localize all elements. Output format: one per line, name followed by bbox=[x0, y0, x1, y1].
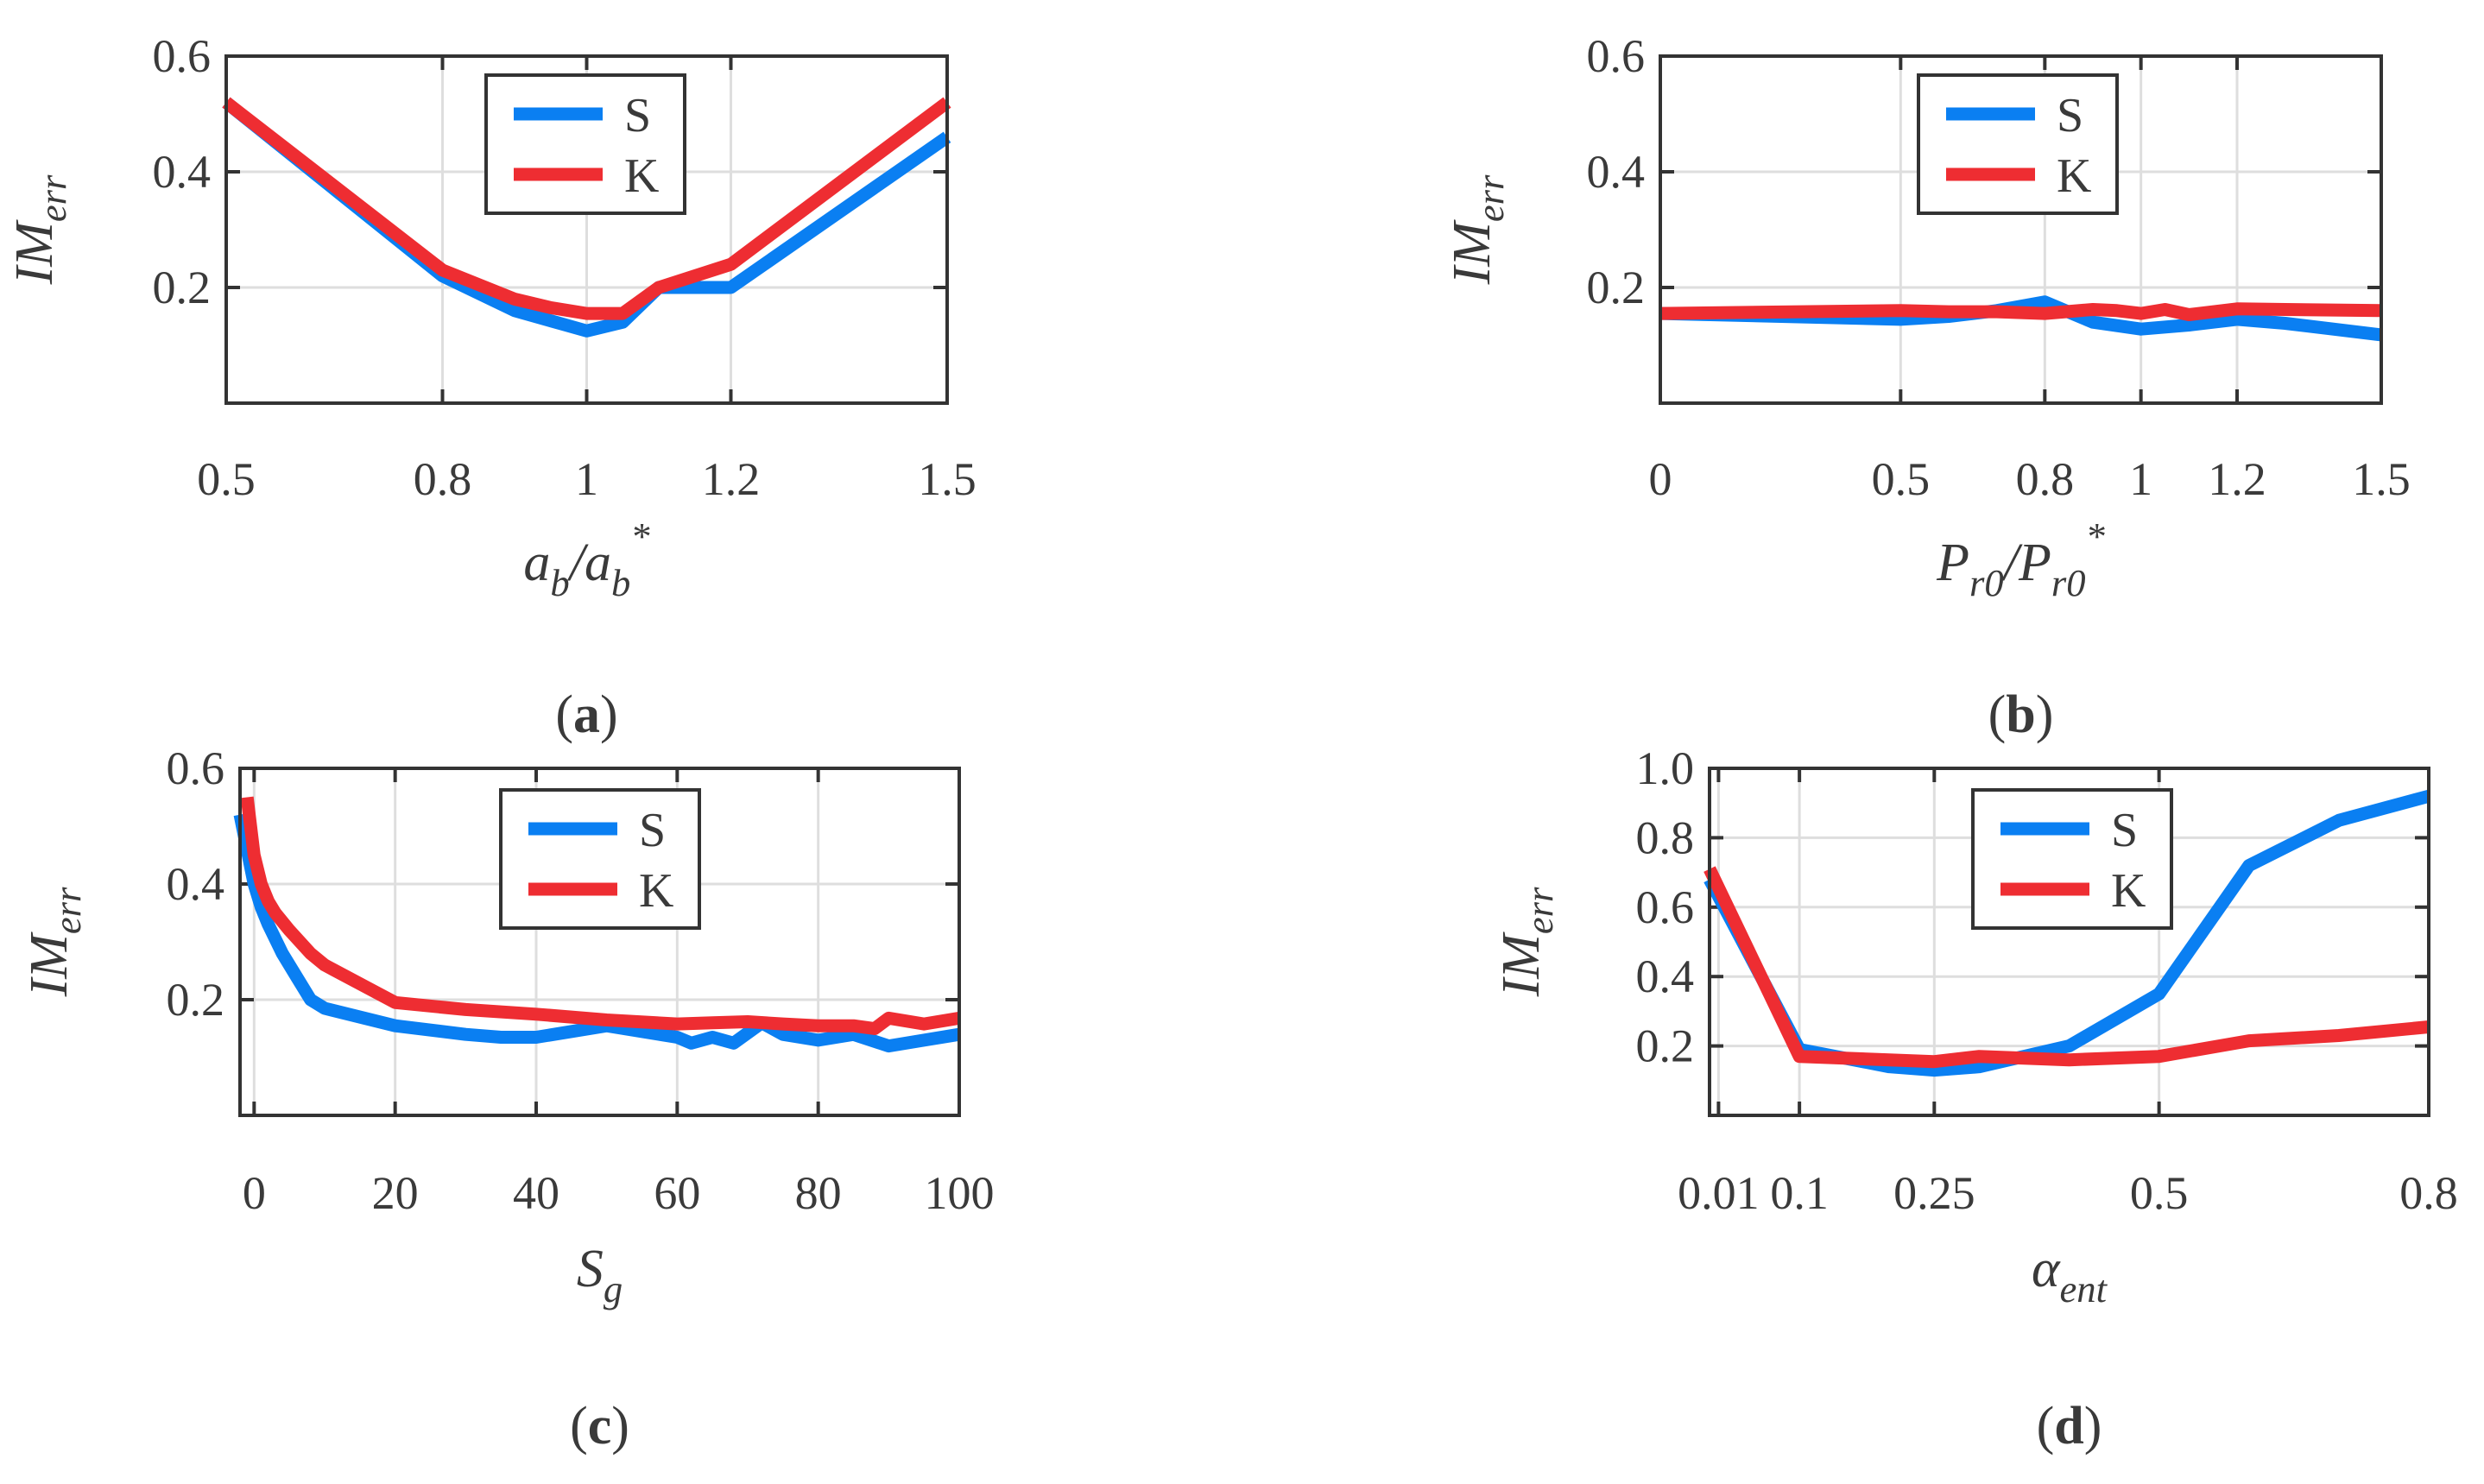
x-tick-label: 0.25 bbox=[1893, 1167, 1975, 1219]
x-axis-label: ab/ab* bbox=[523, 515, 650, 604]
panel-caption: (c) bbox=[570, 1397, 629, 1456]
x-tick-label: 0.5 bbox=[197, 453, 256, 505]
legend: SK bbox=[484, 73, 686, 215]
x-tick-label: 0.8 bbox=[2016, 453, 2075, 505]
legend: SK bbox=[1917, 73, 2119, 215]
legend-label-S: S bbox=[624, 89, 651, 142]
x-tick-label: 1 bbox=[2129, 453, 2152, 505]
x-tick-label: 0.1 bbox=[1770, 1167, 1829, 1219]
x-tick-label: 0.01 bbox=[1678, 1167, 1760, 1219]
panel-b: 0 0.5 0.8 1 1.2 1.5 0.2 0.4 0.6 Pr0/Pr0* IMerr SK (b… bbox=[1443, 30, 2411, 744]
panel-caption: (d) bbox=[2037, 1397, 2102, 1456]
y-tick-label: 0.6 bbox=[153, 30, 212, 82]
x-tick-label: 0.5 bbox=[1872, 453, 1931, 505]
y-axis-label: IMerr bbox=[1492, 887, 1561, 997]
panel-caption: (a) bbox=[555, 685, 617, 744]
x-tick-label: 100 bbox=[925, 1167, 995, 1219]
y-tick-label: 0.6 bbox=[1587, 30, 1646, 82]
legend-box bbox=[1917, 73, 2119, 215]
legend: SK bbox=[1971, 788, 2173, 930]
plot-frame bbox=[224, 54, 949, 405]
y-tick-label: 0.2 bbox=[1587, 262, 1646, 313]
plot-frame bbox=[1659, 54, 2383, 405]
series-line-K bbox=[240, 796, 961, 1035]
legend-box bbox=[499, 788, 701, 930]
plot-frame bbox=[1708, 767, 2430, 1117]
panel-caption: (b) bbox=[1988, 685, 2054, 744]
x-tick-label: 0 bbox=[1649, 453, 1672, 505]
x-tick-label: 1.2 bbox=[702, 453, 761, 505]
legend-box bbox=[1971, 788, 2173, 930]
panel-c: 0 20 40 60 80 100 0.2 0.4 0.6 Sg IMerr SK (c) bbox=[20, 742, 995, 1456]
legend-label-K: K bbox=[639, 864, 673, 918]
y-axis-label: IMerr bbox=[1443, 174, 1512, 285]
x-tick-label: 20 bbox=[372, 1167, 419, 1219]
x-tick-label: 40 bbox=[513, 1167, 559, 1219]
x-tick-label: 1.2 bbox=[2208, 453, 2266, 505]
y-axis-label: IMerr bbox=[20, 887, 89, 997]
y-tick-label: 0.2 bbox=[167, 974, 225, 1026]
series-line-K bbox=[222, 97, 951, 320]
legend-label-K: K bbox=[2057, 149, 2091, 203]
y-tick-label: 0.4 bbox=[153, 146, 212, 198]
x-tick-label: 0.8 bbox=[414, 453, 472, 505]
y-tick-label: 0.8 bbox=[1636, 811, 1695, 863]
x-tick-label: 0.5 bbox=[2130, 1167, 2189, 1219]
y-tick-label: 0.6 bbox=[167, 742, 225, 794]
x-tick-label: 0.8 bbox=[2399, 1167, 2458, 1219]
series-line-S bbox=[233, 813, 961, 1053]
y-tick-label: 0.2 bbox=[153, 262, 212, 313]
y-tick-label: 0.6 bbox=[1636, 881, 1695, 933]
plot-frame bbox=[238, 767, 961, 1117]
series-line-K bbox=[1703, 866, 2430, 1069]
panel-a: 0.5 0.8 1 1.2 1.5 0.2 0.4 0.6 ab/ab* IMerr SK (a) bbox=[5, 30, 977, 744]
legend-label-K: K bbox=[2111, 864, 2146, 918]
x-tick-label: 1.5 bbox=[2352, 453, 2411, 505]
y-tick-label: 1.0 bbox=[1636, 742, 1695, 794]
x-tick-label: 1.5 bbox=[918, 453, 977, 505]
panel-d: 0.01 0.1 0.25 0.5 0.8 0.2 0.4 0.6 0.8 1.0 αent IMer… bbox=[1492, 742, 2458, 1456]
legend-box bbox=[484, 73, 686, 215]
series-line-K bbox=[1659, 302, 2382, 321]
legend: SK bbox=[499, 788, 701, 930]
x-tick-label: 1 bbox=[575, 453, 598, 505]
y-tick-label: 0.4 bbox=[167, 858, 225, 910]
x-tick-label: 60 bbox=[654, 1167, 700, 1219]
y-axis-label: IMerr bbox=[5, 174, 74, 285]
legend-label-S: S bbox=[2057, 89, 2083, 142]
y-tick-label: 0.4 bbox=[1636, 950, 1695, 1002]
x-axis-label: αent bbox=[2032, 1240, 2108, 1310]
x-tick-label: 0 bbox=[243, 1167, 266, 1219]
legend-label-S: S bbox=[639, 804, 666, 857]
x-axis-label: Pr0/Pr0* bbox=[1936, 515, 2105, 604]
y-tick-label: 0.2 bbox=[1636, 1020, 1695, 1072]
x-axis-label: Sg bbox=[577, 1240, 623, 1310]
legend-label-K: K bbox=[624, 149, 659, 203]
x-tick-label: 80 bbox=[795, 1167, 842, 1219]
y-tick-label: 0.4 bbox=[1587, 146, 1646, 198]
legend-label-S: S bbox=[2111, 804, 2138, 857]
